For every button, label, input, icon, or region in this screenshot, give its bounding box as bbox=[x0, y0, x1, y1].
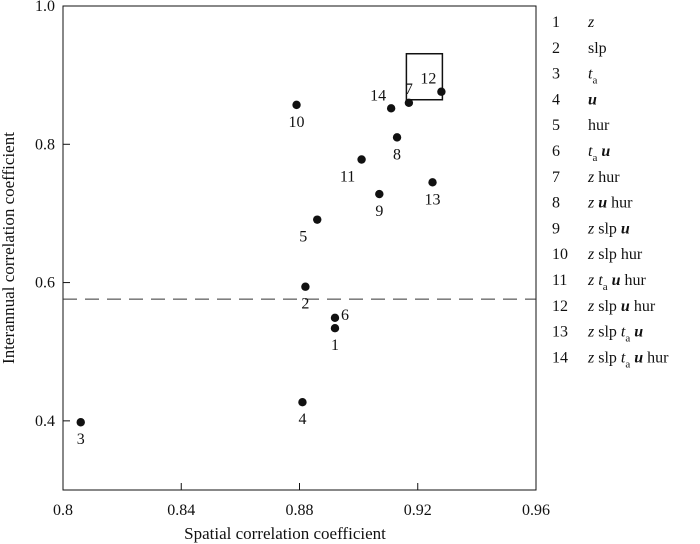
point-label-8: 8 bbox=[393, 146, 401, 163]
point-label-12: 12 bbox=[420, 71, 436, 88]
legend-label-4: u bbox=[588, 91, 597, 108]
legend-number-6: 6 bbox=[552, 143, 560, 160]
legend-label-2: slp bbox=[588, 40, 607, 57]
data-point-9 bbox=[375, 189, 384, 199]
x-axis-title: Spatial correlation coefficient bbox=[184, 524, 386, 543]
legend-number-7: 7 bbox=[552, 169, 560, 186]
data-point-4 bbox=[298, 397, 307, 407]
data-point-7 bbox=[404, 98, 414, 108]
data-point-13 bbox=[428, 178, 437, 187]
highlight-box bbox=[405, 52, 444, 101]
legend-number-12: 12 bbox=[552, 298, 568, 315]
point-label-3: 3 bbox=[77, 431, 85, 448]
legend-number-13: 13 bbox=[552, 324, 568, 341]
legend-number-11: 11 bbox=[552, 272, 567, 289]
point-label-4: 4 bbox=[298, 411, 306, 428]
data-point-12 bbox=[437, 87, 446, 96]
point-label-11: 11 bbox=[340, 168, 355, 185]
data-point-11 bbox=[357, 155, 366, 164]
point-label-5: 5 bbox=[299, 229, 307, 246]
data-point-5 bbox=[313, 215, 322, 224]
x-tick-label: 0.92 bbox=[404, 502, 432, 519]
legend-number-10: 10 bbox=[552, 246, 568, 263]
x-tick-label: 0.84 bbox=[167, 502, 195, 519]
data-point-1 bbox=[330, 324, 340, 333]
data-point-8 bbox=[392, 133, 402, 142]
legend-label-12: z slp u hur bbox=[587, 298, 656, 315]
legend: 1 z 2 slp 3 ta​ 4 u 5 hur 6 ta​ u 7 z hur 8 z u hur 9 z s… bbox=[552, 14, 669, 370]
legend-number-9: 9 bbox=[552, 220, 560, 237]
y-tick-label: 0.6 bbox=[35, 275, 55, 292]
x-tick-label: 0.88 bbox=[286, 502, 314, 519]
legend-number-4: 4 bbox=[552, 91, 560, 108]
legend-label-10: z slp hur bbox=[587, 246, 643, 263]
legend-label-7: z hur bbox=[587, 169, 620, 186]
y-tick-label: 0.8 bbox=[35, 136, 55, 153]
legend-number-3: 3 bbox=[552, 66, 560, 83]
legend-label-8: z u hur bbox=[587, 195, 633, 212]
point-label-10: 10 bbox=[289, 114, 305, 131]
data-point-2 bbox=[301, 282, 310, 291]
legend-label-11: z ta​ u hur bbox=[587, 272, 646, 293]
point-label-2: 2 bbox=[301, 296, 309, 313]
point-label-1: 1 bbox=[331, 337, 339, 354]
legend-number-8: 8 bbox=[552, 195, 560, 212]
x-axis: 0.8 0.84 0.88 0.92 0.96 bbox=[53, 483, 550, 519]
data-point-10 bbox=[292, 100, 301, 110]
point-label-13: 13 bbox=[425, 191, 441, 208]
y-tick-label: 0.4 bbox=[35, 413, 55, 430]
x-tick-label: 0.8 bbox=[53, 502, 73, 519]
data-point-14 bbox=[386, 104, 396, 113]
legend-label-13: z slp ta​ u bbox=[587, 324, 643, 345]
y-axis: 0.4 0.6 0.8 1.0 bbox=[35, 0, 70, 430]
point-label-14: 14 bbox=[370, 87, 386, 104]
y-tick-label: 1.0 bbox=[35, 0, 55, 15]
data-point-3 bbox=[76, 418, 85, 427]
legend-label-1: z bbox=[587, 14, 595, 31]
legend-label-3: ta​ bbox=[588, 66, 597, 87]
legend-label-14: z slp ta​ u hur bbox=[587, 349, 669, 370]
point-label-7: 7 bbox=[405, 81, 413, 98]
point-label-6: 6 bbox=[341, 307, 349, 324]
legend-label-5: hur bbox=[588, 117, 610, 134]
legend-label-6: ta​ u bbox=[588, 143, 610, 164]
y-axis-title: Interannual correlation coefficient bbox=[0, 132, 18, 364]
data-point-6 bbox=[330, 313, 340, 323]
legend-number-1: 1 bbox=[552, 14, 560, 31]
x-tick-label: 0.96 bbox=[522, 502, 550, 519]
legend-number-2: 2 bbox=[552, 40, 560, 57]
point-label-9: 9 bbox=[375, 203, 383, 220]
legend-label-9: z slp u bbox=[587, 220, 630, 237]
legend-number-14: 14 bbox=[552, 349, 568, 366]
legend-number-5: 5 bbox=[552, 117, 560, 134]
